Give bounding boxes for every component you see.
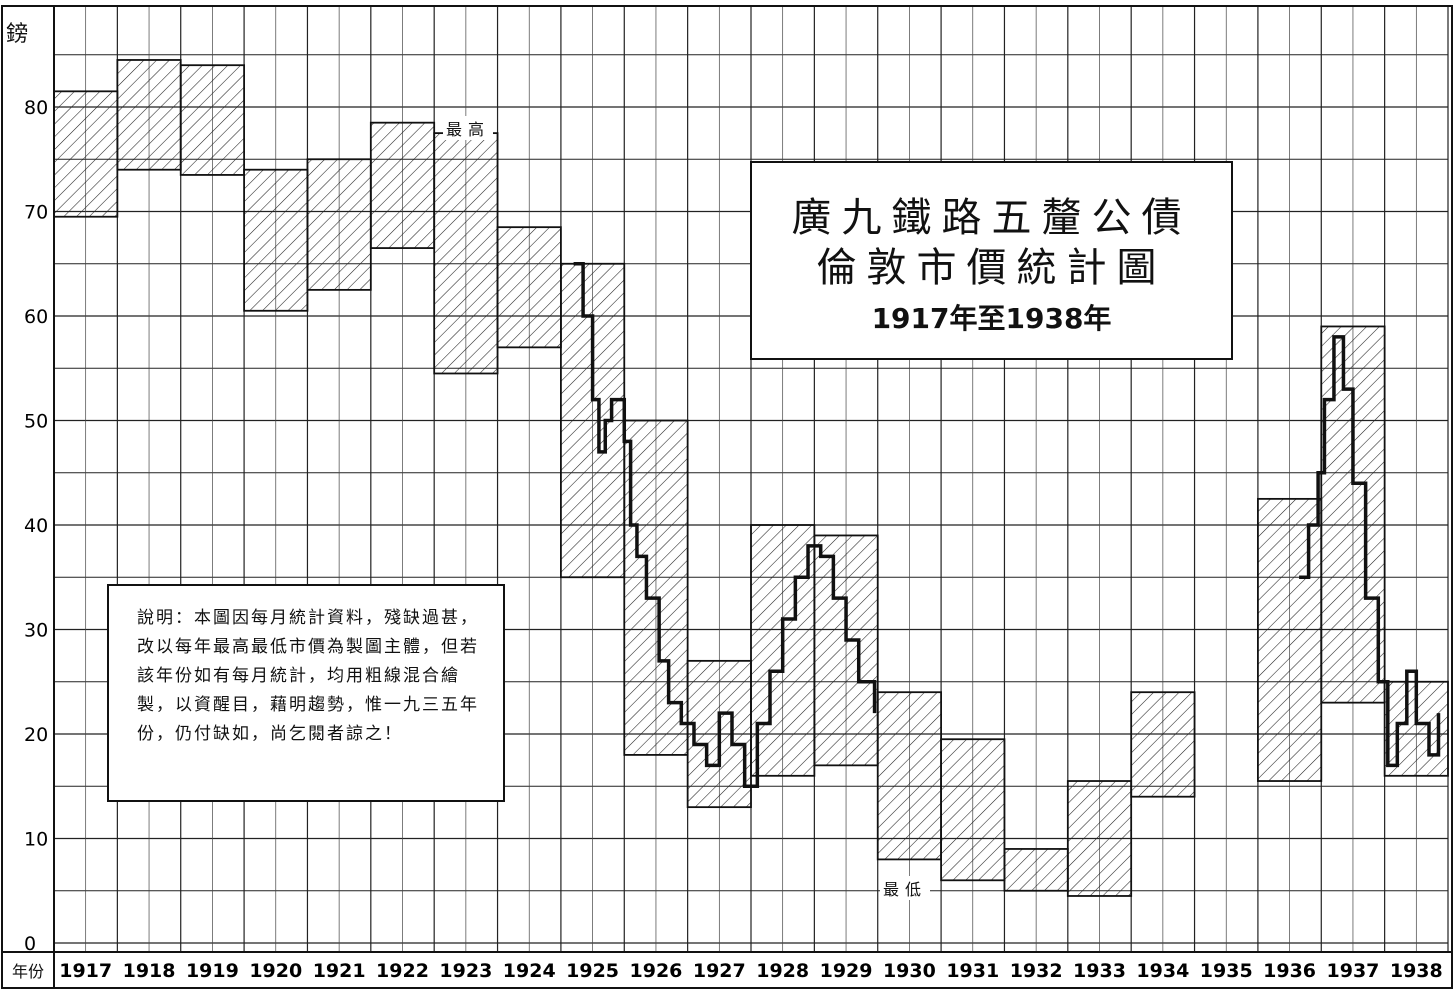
price-range-band bbox=[496, 226, 562, 349]
price-range-band bbox=[623, 419, 689, 756]
y-tick-label: 40 bbox=[24, 515, 48, 537]
lowest-price-label: 最低 bbox=[880, 876, 931, 900]
title-box: 廣九鐵路五釐公債 倫敦市價統計圖 1917年至1938年 bbox=[750, 161, 1233, 360]
price-range-band bbox=[1003, 848, 1069, 892]
chart-frame bbox=[1, 5, 1453, 989]
x-tick-label: 1918 bbox=[123, 960, 176, 982]
x-tick-label: 1920 bbox=[249, 960, 302, 982]
price-range-band bbox=[560, 262, 626, 579]
x-tick-label: 1931 bbox=[946, 960, 999, 982]
x-tick-label: 1938 bbox=[1390, 960, 1443, 982]
x-axis-title: 年份 bbox=[11, 962, 44, 981]
price-range-band bbox=[179, 64, 245, 176]
x-tick-label: 1928 bbox=[756, 960, 809, 982]
y-tick-label: 10 bbox=[24, 829, 48, 851]
x-tick-label: 1927 bbox=[693, 960, 746, 982]
chart-subtitle: 倫敦市價統計圖 bbox=[816, 245, 1167, 291]
x-tick-label: 1932 bbox=[1010, 960, 1063, 982]
price-range-band bbox=[940, 738, 1006, 882]
monthly-price-line bbox=[573, 262, 877, 788]
x-tick-label: 1930 bbox=[883, 960, 936, 982]
x-tick-label: 1935 bbox=[1200, 960, 1253, 982]
explanation-note: 說明：本圖因每月統計資料，殘缺過甚，改以每年最高最低市價為製圖主體，但若該年份如… bbox=[107, 584, 505, 802]
x-tick-label: 1926 bbox=[630, 960, 683, 982]
x-tick-label: 1937 bbox=[1327, 960, 1380, 982]
price-range-band bbox=[433, 132, 499, 375]
price-range-band bbox=[53, 90, 119, 218]
y-tick-label: 0 bbox=[24, 933, 36, 955]
price-range-band bbox=[1320, 325, 1386, 704]
y-tick-label: 20 bbox=[24, 724, 48, 746]
price-range-band bbox=[1257, 497, 1323, 782]
y-tick-label: 80 bbox=[24, 97, 48, 119]
x-tick-label: 1919 bbox=[186, 960, 239, 982]
x-tick-label: 1925 bbox=[566, 960, 619, 982]
x-tick-label: 1934 bbox=[1136, 960, 1189, 982]
x-tick-label: 1923 bbox=[439, 960, 492, 982]
chart-title: 廣九鐵路五釐公債 bbox=[791, 195, 1192, 241]
price-range-band bbox=[243, 168, 309, 312]
monthly-price-line bbox=[1299, 335, 1441, 768]
x-tick-label: 1922 bbox=[376, 960, 429, 982]
price-range-band bbox=[1130, 691, 1196, 798]
price-range-band bbox=[1066, 780, 1133, 897]
chart-date-range: 1917年至1938年 bbox=[871, 302, 1112, 335]
x-tick-label: 1924 bbox=[503, 960, 556, 982]
price-range-band bbox=[876, 691, 942, 861]
price-range-band bbox=[813, 534, 879, 767]
y-tick-label: 50 bbox=[24, 411, 48, 433]
price-range-band bbox=[116, 59, 182, 171]
y-axis-unit-label: 鎊 bbox=[6, 22, 29, 47]
x-tick-label: 1933 bbox=[1073, 960, 1126, 982]
y-tick-label: 60 bbox=[24, 306, 48, 328]
price-range-band bbox=[369, 121, 436, 249]
x-tick-label: 1921 bbox=[313, 960, 366, 982]
x-tick-label: 1936 bbox=[1263, 960, 1316, 982]
x-tick-label: 1917 bbox=[59, 960, 112, 982]
price-range-band bbox=[306, 158, 372, 291]
x-tick-label: 1929 bbox=[820, 960, 873, 982]
y-tick-label: 70 bbox=[24, 202, 48, 224]
y-tick-label: 30 bbox=[24, 620, 48, 642]
highest-price-label: 最高 bbox=[443, 116, 494, 140]
